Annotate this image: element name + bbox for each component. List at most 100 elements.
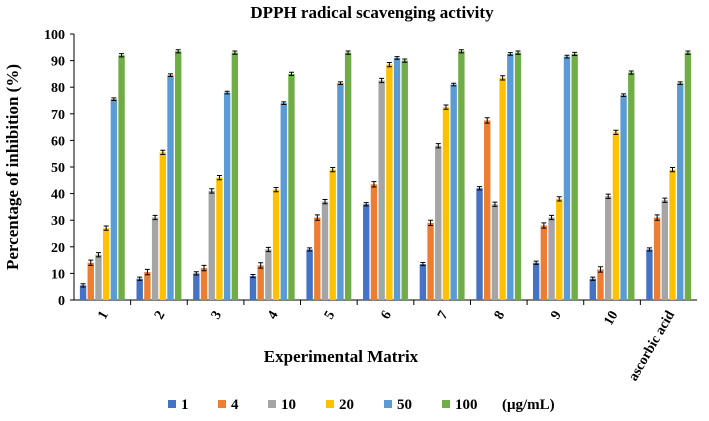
bar-10 [604,196,612,300]
legend: 1 4 10 20 50 100 (μg/mL) [168,397,555,413]
x-category-label: 2 [152,309,168,323]
legend-swatch-1 [168,400,176,408]
error-bar [168,73,174,78]
y-tick-label: 20 [51,241,65,256]
error-bar [345,50,351,55]
error-bar [685,50,691,55]
bar-10 [435,145,442,300]
bar-series-group [79,49,692,301]
bar-100 [514,52,522,301]
error-bar [193,271,199,276]
x-axis-title: Experimental Matrix [264,347,419,366]
error-bar [111,97,117,101]
error-bar [515,50,521,55]
error-bar [80,283,86,288]
bar-4 [314,217,321,300]
legend-label: 100 [455,397,478,413]
bar-10 [548,217,555,300]
error-bar [144,268,150,276]
error-bar [556,196,562,202]
bar-50 [167,75,174,300]
error-bar [394,56,400,60]
x-category-label: 9 [548,309,564,323]
error-bar [363,202,369,207]
error-bar [605,193,611,199]
error-bar [533,260,539,265]
bar-50 [677,83,684,301]
x-category-label: 6 [378,309,394,323]
error-bar [224,90,230,95]
legend-swatch-100 [442,400,450,408]
y-tick-label: 30 [51,214,65,229]
x-axis-ticks: 1 2 3 4 5 6 7 8 9 10 ascorbic acid [95,300,678,384]
bar-100 [571,53,578,301]
bar-100 [628,72,635,300]
error-bar [119,53,125,58]
error-bar [541,222,547,229]
y-tick-label: 70 [51,108,65,123]
legend-unit-label: (μg/mL) [502,397,555,413]
error-bar [590,276,596,281]
y-tick-label: 100 [44,28,65,43]
bar-4 [144,272,151,300]
bar-50 [393,57,401,300]
legend-swatch-10 [268,400,276,408]
y-tick-label: 10 [51,267,65,282]
y-tick-label: 0 [58,294,65,309]
bar-10 [151,217,159,300]
bar-1 [419,264,427,300]
y-tick-label: 40 [51,188,65,203]
bar-10 [208,190,215,300]
error-bar [103,225,109,231]
bar-10 [265,249,272,300]
error-bar [160,149,166,155]
bar-50 [507,53,514,301]
bar-4 [200,268,208,300]
y-tick-label: 80 [51,81,65,96]
error-bar [250,273,256,279]
bar-1 [136,278,143,300]
error-bar [443,104,449,110]
bar-50 [280,103,287,300]
x-category-label: 5 [322,309,338,323]
legend-swatch-20 [326,400,334,408]
bar-4 [653,217,661,300]
bar-100 [684,52,692,301]
legend-swatch-4 [218,400,226,408]
error-bar [402,58,408,63]
error-bar [597,266,603,273]
bar-4 [427,222,434,300]
legend-label: 20 [339,397,354,413]
error-bar [88,259,94,266]
bar-100 [458,51,465,300]
error-bar [216,175,222,181]
bar-20 [216,177,223,300]
bar-10 [491,204,499,300]
legend-label: 10 [281,397,296,413]
bar-20 [442,107,450,301]
error-bar [258,262,264,269]
bar-1 [532,262,540,300]
bar-100 [231,52,239,301]
bar-4 [370,184,378,300]
bar-100 [175,51,182,300]
bar-50 [620,95,627,301]
error-bar [307,247,313,252]
bar-1 [249,276,257,300]
error-bar [281,101,287,105]
error-bar [152,214,158,221]
y-axis-ticks: 0 10 20 30 40 50 60 70 80 90 100 [44,28,74,309]
y-tick-label: 90 [51,55,65,70]
x-category-label: ascorbic acid [626,308,678,383]
bar-4 [597,269,604,300]
error-bar [386,61,392,68]
y-axis-title: Percentage of inhibition (%) [3,64,22,270]
bar-50 [223,92,231,301]
bar-1 [589,278,596,300]
bar-4 [257,265,264,300]
error-bar [549,214,555,221]
error-bar [95,252,101,258]
bar-1 [476,188,483,300]
chart-title: DPPH radical scavenging activity [250,3,494,22]
